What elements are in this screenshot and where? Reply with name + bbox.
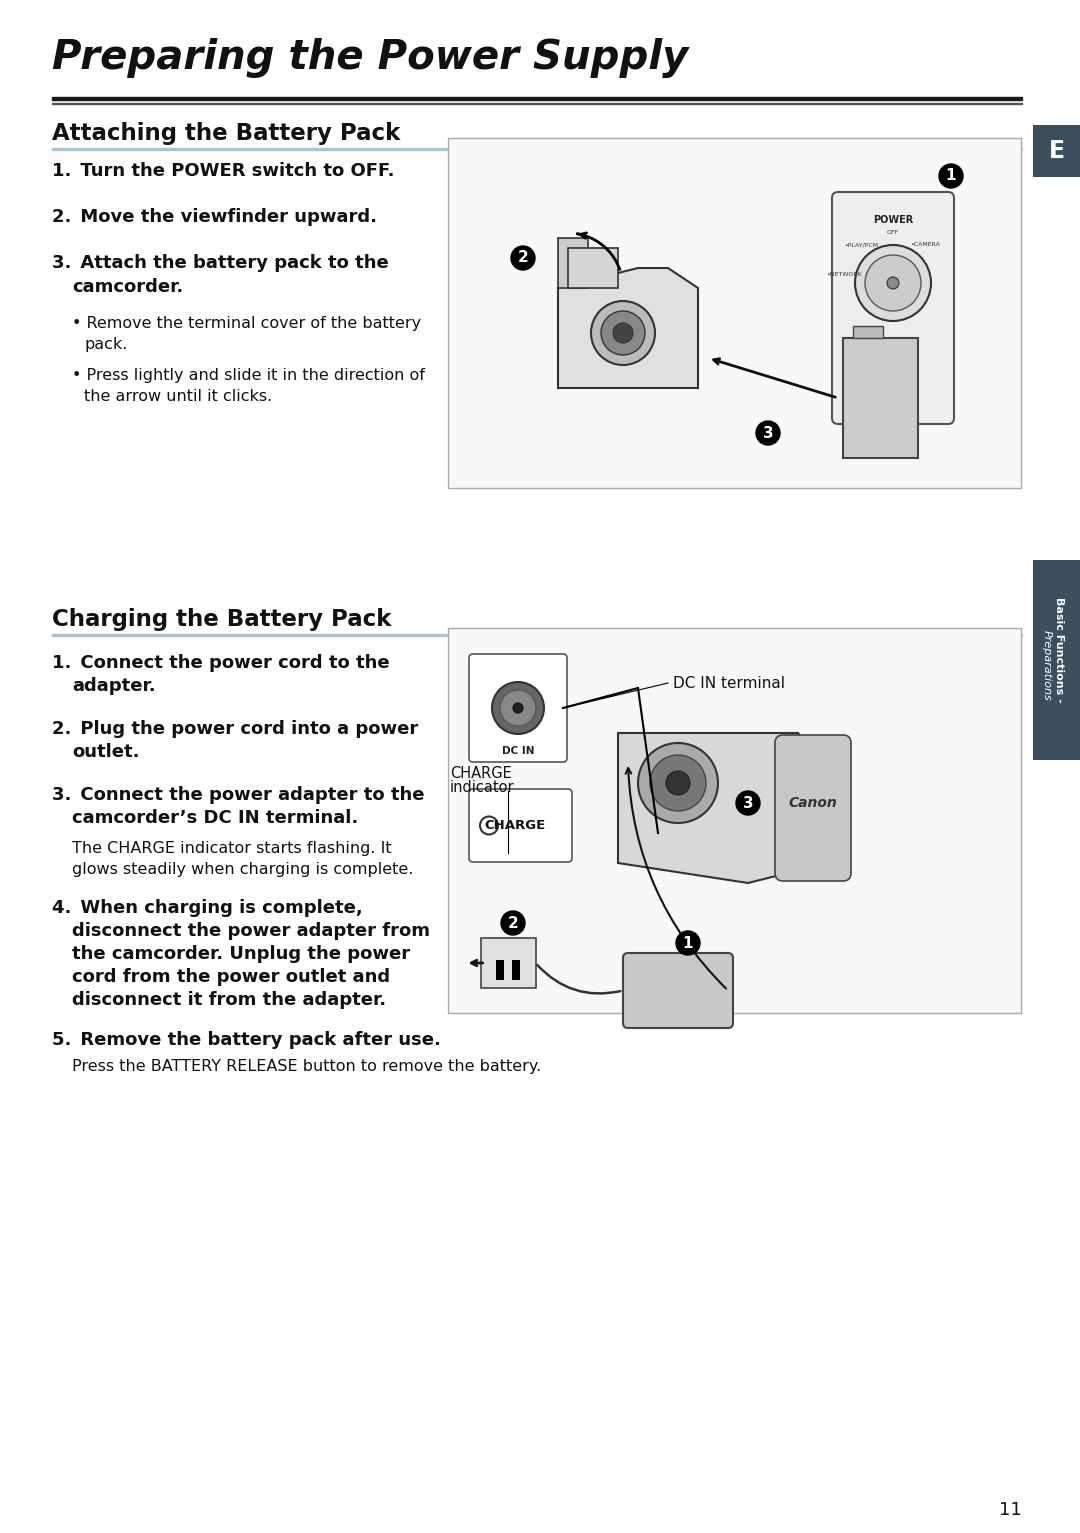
Text: glows steadily when charging is complete.: glows steadily when charging is complete… bbox=[72, 862, 414, 877]
Circle shape bbox=[501, 911, 525, 935]
Bar bbox=[481, 938, 536, 987]
Text: 1: 1 bbox=[683, 935, 693, 950]
Text: Press the BATTERY RELEASE button to remove the battery.: Press the BATTERY RELEASE button to remo… bbox=[72, 1059, 541, 1075]
Text: 2: 2 bbox=[517, 250, 528, 265]
Text: The CHARGE indicator starts flashing. It: The CHARGE indicator starts flashing. It bbox=[72, 842, 392, 855]
Text: •CAMERA: •CAMERA bbox=[910, 242, 940, 247]
Text: 3. Connect the power adapter to the: 3. Connect the power adapter to the bbox=[52, 786, 424, 803]
Bar bbox=[448, 138, 1021, 487]
Bar bbox=[512, 960, 519, 980]
Text: camcorder.: camcorder. bbox=[72, 277, 184, 296]
Circle shape bbox=[492, 682, 544, 734]
Text: Charging the Battery Pack: Charging the Battery Pack bbox=[52, 609, 391, 632]
Text: Basic Functions -: Basic Functions - bbox=[1053, 598, 1064, 702]
Circle shape bbox=[939, 164, 963, 189]
Circle shape bbox=[600, 311, 645, 356]
Text: 5. Remove the battery pack after use.: 5. Remove the battery pack after use. bbox=[52, 1032, 441, 1049]
Polygon shape bbox=[568, 248, 618, 288]
Text: 1: 1 bbox=[946, 169, 956, 184]
Text: 2: 2 bbox=[508, 915, 518, 931]
Text: 11: 11 bbox=[999, 1501, 1022, 1519]
Circle shape bbox=[756, 422, 780, 445]
Circle shape bbox=[613, 323, 633, 343]
FancyBboxPatch shape bbox=[623, 954, 733, 1029]
Text: adapter.: adapter. bbox=[72, 678, 156, 694]
Text: 2. Move the viewfinder upward.: 2. Move the viewfinder upward. bbox=[52, 208, 377, 225]
Bar bbox=[52, 97, 1022, 100]
Text: OFF: OFF bbox=[887, 230, 900, 236]
Text: the camcorder. Unplug the power: the camcorder. Unplug the power bbox=[72, 944, 410, 963]
Text: disconnect the power adapter from: disconnect the power adapter from bbox=[72, 921, 430, 940]
Polygon shape bbox=[618, 733, 828, 883]
FancyBboxPatch shape bbox=[832, 192, 954, 425]
Polygon shape bbox=[558, 238, 588, 288]
Text: •PLAY/PCM: •PLAY/PCM bbox=[843, 242, 878, 247]
Text: camcorder’s DC IN terminal.: camcorder’s DC IN terminal. bbox=[72, 809, 359, 826]
Text: Canon: Canon bbox=[788, 796, 837, 809]
Text: Preparations: Preparations bbox=[1041, 630, 1052, 701]
Text: DC IN: DC IN bbox=[502, 747, 535, 756]
Circle shape bbox=[865, 254, 921, 311]
Text: 3: 3 bbox=[743, 796, 754, 811]
Bar bbox=[52, 633, 1022, 636]
Circle shape bbox=[511, 245, 535, 270]
FancyBboxPatch shape bbox=[469, 655, 567, 762]
Circle shape bbox=[735, 791, 760, 816]
Text: Preparing the Power Supply: Preparing the Power Supply bbox=[52, 38, 688, 78]
Circle shape bbox=[500, 690, 536, 727]
Circle shape bbox=[666, 771, 690, 796]
Text: Attaching the Battery Pack: Attaching the Battery Pack bbox=[52, 123, 401, 146]
Circle shape bbox=[676, 931, 700, 955]
Bar bbox=[853, 327, 883, 337]
Text: the arrow until it clicks.: the arrow until it clicks. bbox=[84, 389, 272, 405]
Text: POWER: POWER bbox=[873, 215, 913, 225]
Circle shape bbox=[855, 245, 931, 320]
Text: CHARGE: CHARGE bbox=[484, 819, 545, 832]
Text: pack.: pack. bbox=[84, 337, 127, 353]
Text: outlet.: outlet. bbox=[72, 744, 139, 760]
Text: 4. When charging is complete,: 4. When charging is complete, bbox=[52, 898, 363, 917]
Text: 3: 3 bbox=[762, 426, 773, 440]
Circle shape bbox=[887, 277, 899, 290]
Text: 3. Attach the battery pack to the: 3. Attach the battery pack to the bbox=[52, 254, 389, 271]
FancyBboxPatch shape bbox=[775, 734, 851, 881]
Text: disconnect it from the adapter.: disconnect it from the adapter. bbox=[72, 990, 387, 1009]
Text: • Remove the terminal cover of the battery: • Remove the terminal cover of the batte… bbox=[72, 316, 421, 331]
Bar bbox=[843, 337, 918, 458]
Circle shape bbox=[591, 300, 654, 365]
Text: indicator: indicator bbox=[450, 780, 515, 796]
Text: 1. Turn the POWER switch to OFF.: 1. Turn the POWER switch to OFF. bbox=[52, 162, 394, 179]
Circle shape bbox=[650, 754, 706, 811]
Bar bbox=[496, 960, 504, 980]
Bar bbox=[448, 629, 1021, 1013]
Text: •NETWORK: •NETWORK bbox=[826, 271, 862, 277]
Text: cord from the power outlet and: cord from the power outlet and bbox=[72, 967, 390, 986]
Polygon shape bbox=[558, 268, 698, 388]
Bar bbox=[1032, 560, 1080, 760]
Text: E: E bbox=[1049, 140, 1065, 162]
FancyBboxPatch shape bbox=[469, 789, 572, 862]
Text: DC IN terminal: DC IN terminal bbox=[673, 676, 785, 690]
Text: • Press lightly and slide it in the direction of: • Press lightly and slide it in the dire… bbox=[72, 368, 424, 383]
Text: 1. Connect the power cord to the: 1. Connect the power cord to the bbox=[52, 655, 390, 671]
Bar bbox=[52, 147, 1022, 150]
Circle shape bbox=[638, 744, 718, 823]
Text: CHARGE: CHARGE bbox=[450, 765, 512, 780]
Text: 2. Plug the power cord into a power: 2. Plug the power cord into a power bbox=[52, 721, 418, 737]
Bar bbox=[1032, 126, 1080, 176]
Circle shape bbox=[513, 704, 523, 713]
